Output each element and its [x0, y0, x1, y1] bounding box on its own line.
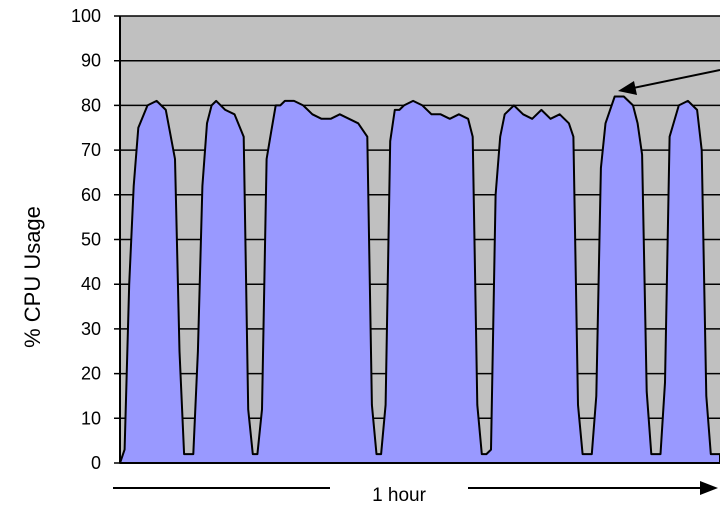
- y-tick-label-40: 40: [81, 274, 101, 294]
- y-tick-label-50: 50: [81, 230, 101, 250]
- annotation-arrow-line: [632, 69, 720, 89]
- y-axis-ticks: [114, 15, 120, 464]
- arrow-annotation: [618, 69, 720, 95]
- cpu-usage-area: [119, 95, 720, 464]
- duration-label: 1 hour: [372, 485, 427, 506]
- y-tick-label-20: 20: [81, 364, 101, 384]
- y-tick-label-30: 30: [81, 319, 101, 339]
- y-tick-label-60: 60: [81, 185, 101, 205]
- annotation-arrow-head: [618, 81, 637, 95]
- y-tick-label-70: 70: [81, 140, 101, 160]
- time-span-arrow-head: [700, 481, 718, 495]
- y-axis-title: % CPU Usage: [20, 206, 45, 348]
- y-tick-label-90: 90: [81, 51, 101, 71]
- y-tick-label-100: 100: [71, 6, 101, 26]
- y-tick-labels: 0 10 20 30 40 50 60 70 80 90 100: [71, 6, 101, 473]
- y-tick-label-10: 10: [81, 408, 101, 428]
- time-span-indicator: 1 hour: [113, 481, 718, 506]
- y-tick-label-0: 0: [91, 453, 101, 473]
- y-tick-label-80: 80: [81, 95, 101, 115]
